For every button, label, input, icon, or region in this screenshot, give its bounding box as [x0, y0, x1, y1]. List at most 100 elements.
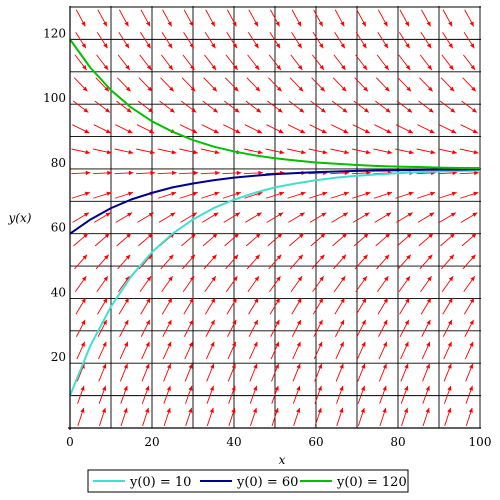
field-arrow: [444, 407, 452, 427]
field-arrow: [441, 54, 454, 71]
field-arrow: [250, 407, 258, 427]
field-arrow: [96, 31, 108, 49]
field-arrow: [270, 319, 280, 337]
legend-entry-2: y(0) = 60: [200, 475, 298, 490]
field-arrow: [266, 124, 284, 134]
field-arrow: [290, 275, 303, 292]
field-arrow: [265, 148, 285, 155]
field-arrow: [71, 191, 90, 199]
field-arrow: [226, 31, 238, 49]
field-arrow: [223, 124, 241, 134]
field-arrow: [335, 363, 344, 382]
field-arrow: [417, 212, 435, 223]
field-arrow: [140, 319, 151, 337]
field-arrow: [288, 100, 305, 113]
field-arrow: [419, 77, 433, 92]
field-arrow: [249, 363, 258, 382]
field-arrow: [335, 341, 345, 360]
field-arrow: [114, 170, 134, 176]
field-arrow: [182, 275, 195, 292]
field-arrow: [142, 407, 150, 427]
field-arrow: [291, 9, 302, 27]
field-arrow: [378, 319, 388, 337]
field-arrow: [269, 31, 281, 49]
legend-label: y(0) = 120: [336, 475, 407, 490]
field-arrow: [97, 297, 108, 315]
field-arrow: [375, 77, 390, 92]
x-tick-label: 0: [66, 435, 74, 449]
field-arrow: [226, 297, 238, 315]
field-arrow: [137, 212, 154, 223]
field-arrow: [461, 233, 477, 247]
x-tick-label: 60: [308, 435, 323, 449]
field-arrow: [377, 9, 388, 27]
field-arrow: [291, 31, 303, 49]
field-arrow: [398, 31, 410, 49]
field-arrow: [356, 319, 367, 337]
field-arrow: [93, 212, 111, 223]
field-arrow: [333, 54, 346, 71]
field-arrow: [355, 275, 368, 292]
field-arrow: [115, 124, 133, 134]
field-arrow: [312, 31, 324, 49]
field-arrow: [157, 148, 177, 155]
field-arrow: [185, 385, 193, 404]
field-arrow: [438, 148, 458, 155]
field-arrow: [266, 212, 284, 223]
field-arrow: [352, 191, 371, 199]
field-arrow: [200, 148, 220, 155]
field-arrow: [247, 31, 259, 49]
field-arrow: [204, 275, 217, 292]
grid: [69, 6, 481, 428]
field-arrow: [419, 254, 433, 270]
field-arrow: [441, 254, 455, 270]
field-arrow: [94, 100, 111, 113]
field-arrow: [244, 124, 263, 134]
field-arrow: [114, 191, 134, 199]
field-arrow: [331, 212, 349, 223]
field-arrow: [395, 191, 414, 199]
field-arrow: [76, 319, 86, 337]
field-arrow: [72, 212, 90, 223]
field-arrow: [373, 148, 393, 155]
field-arrow: [119, 341, 129, 360]
field-arrow: [422, 363, 431, 382]
field-arrow: [202, 100, 219, 113]
field-arrow: [183, 319, 194, 337]
field-arrow: [71, 170, 91, 176]
field-arrow: [183, 9, 194, 27]
solution-curves: [69, 38, 481, 396]
field-arrow: [289, 233, 305, 247]
field-arrow: [162, 9, 173, 27]
field-arrow: [225, 275, 238, 292]
field-arrow: [288, 212, 305, 223]
field-arrow: [373, 191, 393, 199]
field-arrow: [462, 254, 476, 270]
field-arrow: [98, 341, 107, 360]
field-arrow: [160, 77, 175, 92]
field-arrow: [203, 254, 217, 270]
field-arrow: [356, 297, 367, 315]
field-arrow: [397, 254, 412, 270]
field-arrow: [93, 191, 112, 199]
field-arrow: [421, 9, 431, 27]
field-arrow: [417, 124, 435, 134]
field-arrow: [293, 407, 301, 427]
field-arrow: [378, 363, 387, 382]
field-arrow: [395, 124, 414, 134]
field-arrow: [375, 100, 391, 113]
field-arrow: [267, 233, 283, 247]
field-arrow: [201, 191, 220, 199]
field-arrow: [399, 319, 410, 337]
field-arrow: [465, 385, 473, 404]
field-arrow: [440, 77, 455, 92]
field-arrow: [138, 233, 154, 247]
field-arrow: [270, 341, 280, 360]
field-arrow: [227, 363, 236, 382]
field-arrow: [245, 100, 262, 113]
field-arrow: [356, 341, 366, 360]
field-arrow: [98, 385, 107, 404]
field-arrow: [313, 9, 324, 27]
field-arrow: [420, 275, 432, 292]
field-arrow: [421, 319, 431, 337]
